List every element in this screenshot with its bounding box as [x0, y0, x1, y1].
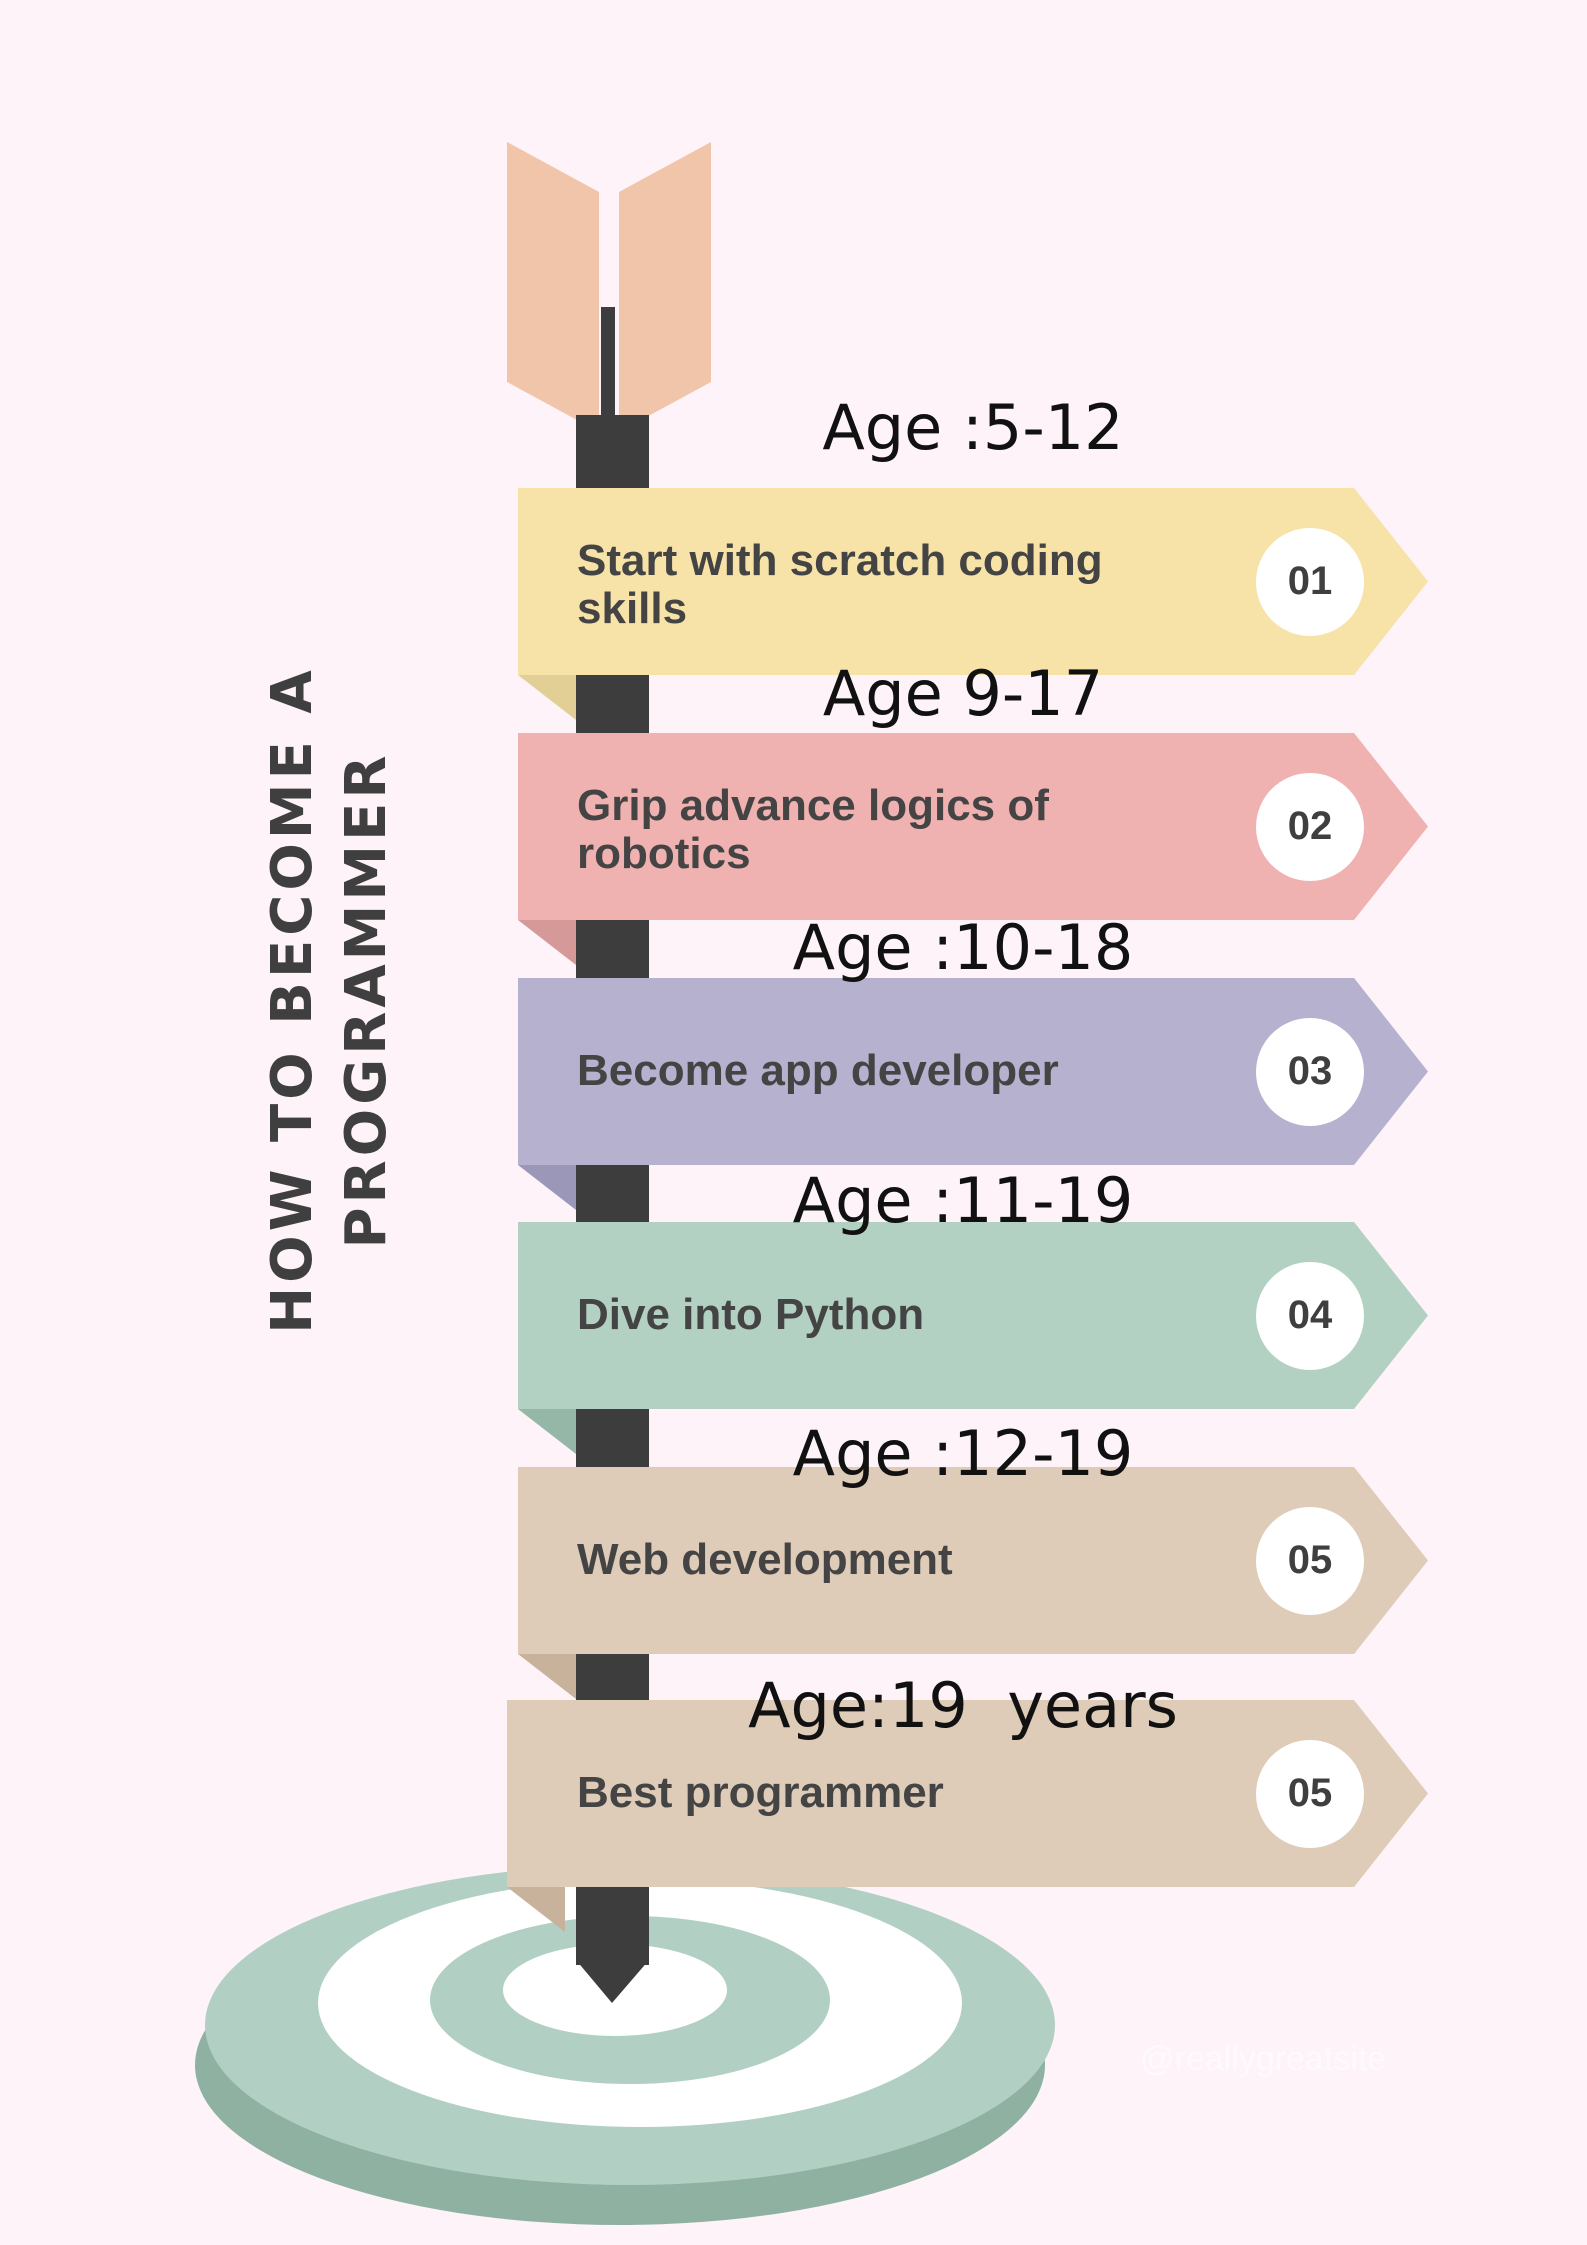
step-number-badge: 02 — [1256, 772, 1364, 881]
banner-fold — [518, 1654, 576, 1699]
step-label: Best programmer — [577, 1768, 944, 1817]
banner-fold — [518, 920, 576, 965]
step-banner — [518, 488, 1428, 675]
page-title: HOW TO BECOME A PROGRAMMER — [256, 550, 404, 1450]
step-banner — [507, 1700, 1428, 1887]
banner-fold — [518, 675, 576, 720]
title-line-2: PROGRAMMER — [334, 751, 399, 1249]
step-banner — [518, 733, 1428, 920]
banner-fold — [507, 1887, 565, 1932]
step-label: Start with scratch coding skills — [577, 536, 1103, 633]
arrow-fletching-icon — [507, 142, 711, 432]
banner-fold — [518, 1165, 576, 1210]
step-number-badge: 01 — [1256, 527, 1364, 636]
step-label: Grip advance logics of robotics — [577, 781, 1049, 878]
step-banner — [518, 978, 1428, 1165]
step-number-badge: 05 — [1256, 1739, 1364, 1848]
step-age: Age :11-19 — [792, 1164, 1134, 1237]
step-label: Dive into Python — [577, 1290, 925, 1339]
step-number-badge: 05 — [1256, 1506, 1364, 1615]
target-icon — [195, 1865, 1055, 2225]
step-label: Become app developer — [577, 1046, 1059, 1095]
step-age: Age :5-12 — [822, 391, 1124, 464]
step-age: Age:19 years — [748, 1669, 1178, 1742]
step-banner — [518, 1222, 1428, 1409]
step-number-badge: 03 — [1256, 1017, 1364, 1126]
step-number-badge: 04 — [1256, 1261, 1364, 1370]
step-age: Age :10-18 — [792, 911, 1134, 984]
step-age: Age 9-17 — [822, 657, 1104, 730]
step-banner — [518, 1467, 1428, 1654]
step-age: Age :12-19 — [792, 1417, 1134, 1490]
title-line-1: HOW TO BECOME A — [260, 666, 325, 1334]
banner-fold — [518, 1409, 576, 1454]
step-label: Web development — [577, 1535, 953, 1584]
step-banners — [507, 488, 1428, 1932]
watermark: @reallygreatsite — [1140, 2040, 1387, 2078]
